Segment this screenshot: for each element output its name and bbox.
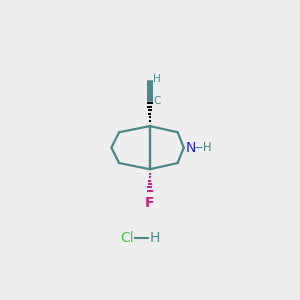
Text: Cl: Cl xyxy=(120,231,134,245)
Text: H: H xyxy=(149,231,160,245)
Text: −H: −H xyxy=(194,141,212,154)
Text: C: C xyxy=(153,96,160,106)
Text: N: N xyxy=(186,141,196,155)
Text: H: H xyxy=(153,74,161,84)
Text: F: F xyxy=(145,196,155,210)
